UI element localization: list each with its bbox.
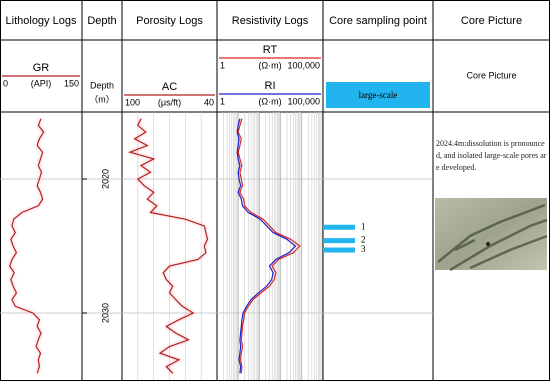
curve-name: AC xyxy=(162,81,177,93)
curve-name: GR xyxy=(33,62,50,74)
depth-tick-label: 2030 xyxy=(100,303,110,323)
picture-subtitle: Core Picture xyxy=(466,70,516,80)
curve-unit: (μs/ft) xyxy=(158,97,181,107)
log-curve xyxy=(9,118,45,374)
log-curve xyxy=(236,118,297,374)
scale-label: 0 xyxy=(3,78,8,88)
curve-unit: (API) xyxy=(31,78,52,88)
depth-label: Depth xyxy=(90,80,114,90)
track-title: Lithology Logs xyxy=(6,15,77,27)
sample-label: 2 xyxy=(361,235,366,245)
core-image xyxy=(435,198,548,272)
scale-label: 1 xyxy=(220,60,225,70)
track-title: Core sampling point xyxy=(329,15,427,27)
track-title: Core Picture xyxy=(461,15,522,27)
scale-label: 1 xyxy=(220,96,225,106)
log-curve xyxy=(128,118,209,374)
sample-header-box xyxy=(326,82,430,108)
scale-label: 40 xyxy=(204,97,214,107)
curve-name: RT xyxy=(263,44,278,56)
sample-bar xyxy=(323,247,355,253)
curve-unit: (Ω·m) xyxy=(258,96,281,106)
scale-label: 100 xyxy=(125,97,140,107)
track-title: Porosity Logs xyxy=(136,15,203,27)
scale-label: 100,000 xyxy=(287,96,320,106)
curve-unit: (Ω·m) xyxy=(258,60,281,70)
depth-tick-label: 2020 xyxy=(100,169,110,189)
sample-bar xyxy=(323,238,355,244)
curve-name: RI xyxy=(265,80,276,92)
sample-label: 1 xyxy=(361,221,366,231)
track-title: Resistivity Logs xyxy=(232,15,309,27)
depth-unit: （m） xyxy=(89,94,115,104)
sample-label: 3 xyxy=(361,244,366,254)
track-title: Depth xyxy=(87,15,116,27)
sample-header-label: large-scale xyxy=(359,90,398,100)
log-curve xyxy=(237,118,301,374)
scale-label: 150 xyxy=(64,78,79,88)
core-caption: 2024.4m:dissolution is pronounced, and i… xyxy=(436,139,547,172)
scale-label: 100,000 xyxy=(287,60,320,70)
sample-bar xyxy=(323,224,355,230)
